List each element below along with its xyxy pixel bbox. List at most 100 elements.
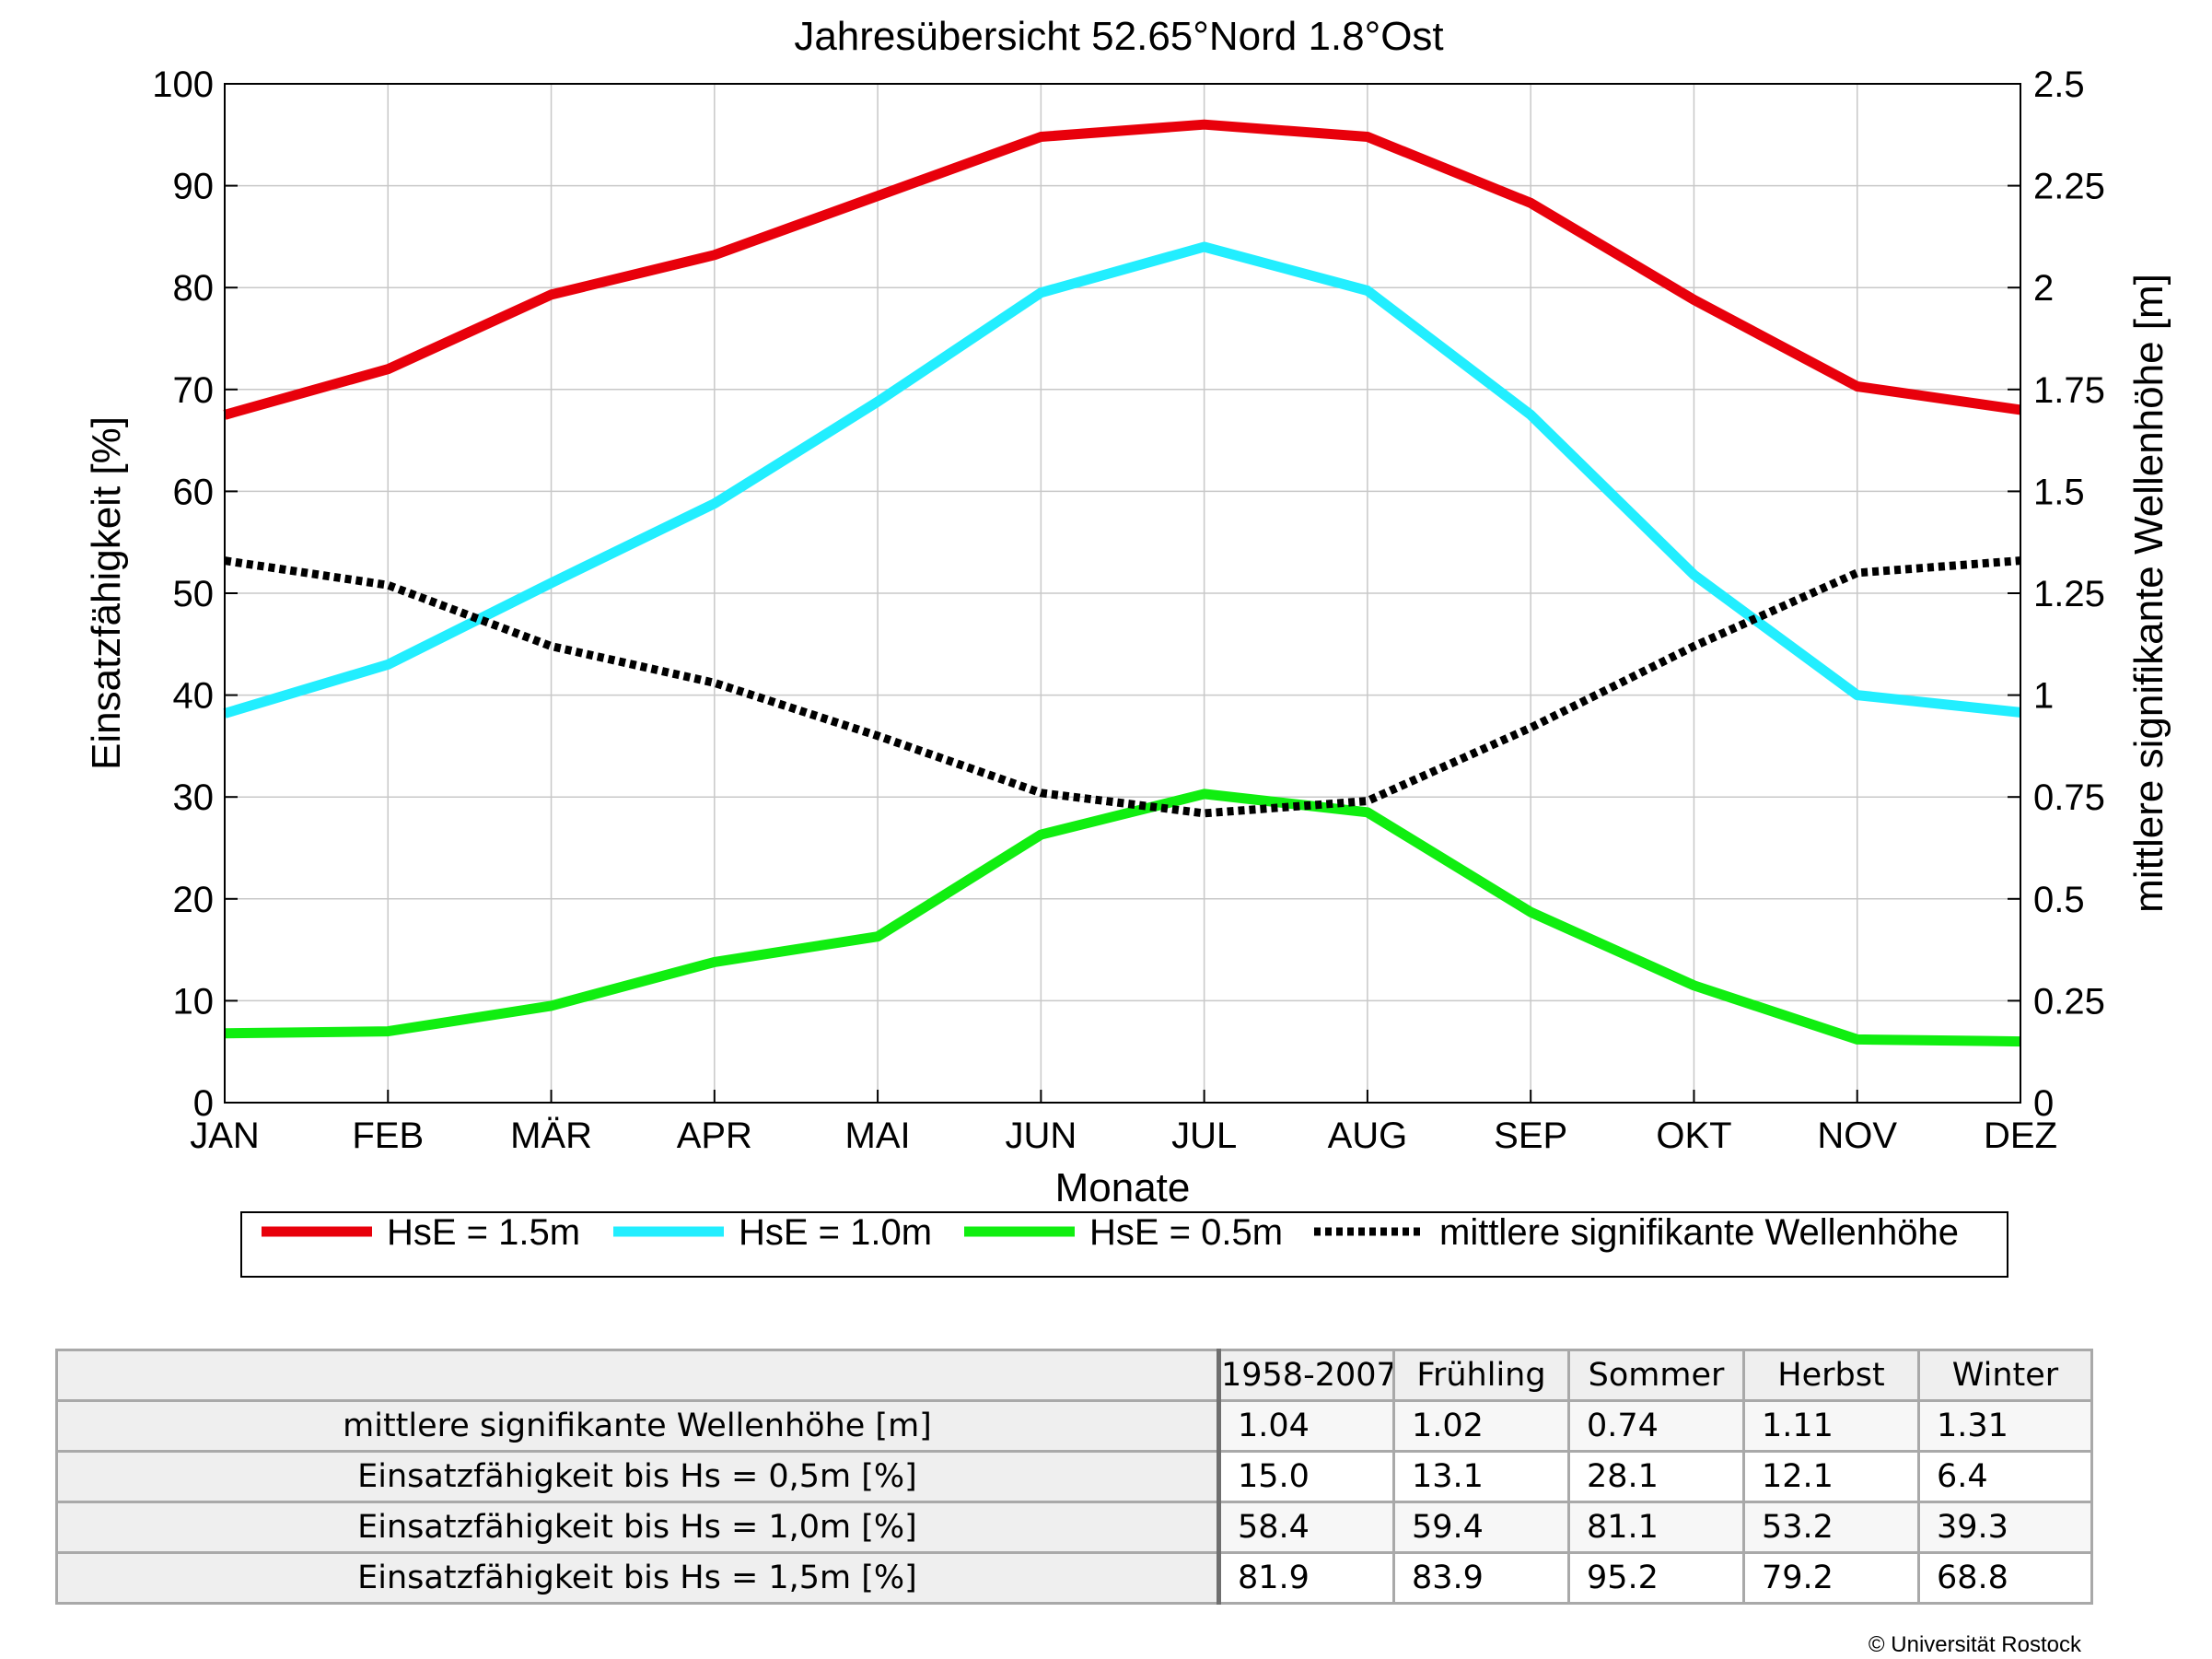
y2-tick-label: 0.5: [2033, 880, 2085, 920]
y2-tick-label: 0.25: [2033, 981, 2105, 1022]
table-cell: 81.1: [1567, 1501, 1745, 1554]
table-row: Einsatzfähigkeit bis Hs = 0,5m [%] 15.0 …: [55, 1450, 2093, 1503]
y2-tick-label: 2: [2033, 268, 2054, 309]
table-header-row: 1958-2007 Frühling Sommer Herbst Winter: [55, 1349, 2093, 1402]
y-tick-label: 50: [173, 574, 215, 614]
y2-tick-label: 0.75: [2033, 777, 2105, 818]
data-point: [1853, 1034, 1862, 1044]
y2-axis-label: mittlere signifikante Wellenhöhe [m]: [2126, 274, 2171, 913]
data-point: [1363, 133, 1372, 142]
data-point: [710, 499, 719, 508]
x-tick-label: MÄR: [510, 1116, 592, 1156]
data-point: [1853, 691, 1862, 700]
y-tick-label: 0: [193, 1083, 214, 1124]
data-point: [383, 365, 392, 374]
data-point: [1689, 570, 1698, 579]
x-tick-label: APR: [677, 1116, 752, 1156]
y-tick-label: 80: [173, 268, 215, 309]
legend-label: HsE = 0.5m: [1089, 1212, 1283, 1253]
data-point: [383, 660, 392, 669]
data-point: [383, 1027, 392, 1036]
legend: HsE = 1.5m HsE = 1.0m HsE = 0.5m mittlere s…: [240, 1211, 2008, 1278]
table-cell: 1.11: [1742, 1399, 1920, 1453]
row-label: mittlere signifikante Wellenhöhe [m]: [55, 1399, 1221, 1453]
x-tick-label: SEP: [1494, 1116, 1567, 1156]
chart: Jahresübersicht 52.65°Nord 1.8°Ost 0 010 0…: [84, 14, 2171, 1278]
series-lines: [223, 119, 2021, 1047]
table-cell: 1.04: [1217, 1399, 1395, 1453]
y-tick-label: 30: [173, 777, 215, 818]
legend-box: [240, 1211, 2008, 1278]
y-tick-label: 40: [173, 676, 215, 717]
data-point: [1200, 120, 1209, 129]
y-tick-label: 60: [173, 472, 215, 512]
table-cell: 1.31: [1917, 1399, 2093, 1453]
data-point: [1526, 410, 1535, 419]
data-point: [710, 957, 719, 966]
x-tick-label: NOV: [1817, 1116, 1897, 1156]
chart-title: Jahresübersicht 52.65°Nord 1.8°Ost: [794, 14, 1443, 59]
data-point: [1526, 198, 1535, 207]
y-tick-label: 100: [152, 64, 214, 105]
table-cell: 59.4: [1392, 1501, 1570, 1554]
data-point: [1853, 381, 1862, 391]
data-point: [873, 731, 882, 741]
row-label: Einsatzfähigkeit bis Hs = 0,5m [%]: [55, 1450, 1221, 1503]
table-row: Einsatzfähigkeit bis Hs = 1,5m [%] 81.9 …: [55, 1551, 2093, 1605]
table-cell: 0.74: [1567, 1399, 1745, 1453]
table-cell: 15.0: [1217, 1450, 1395, 1503]
y-tick-label: 90: [173, 167, 215, 207]
y-tick-label: 10: [173, 981, 215, 1022]
data-point: [1036, 133, 1045, 142]
table-column-header: Sommer: [1567, 1349, 1745, 1402]
data-point: [710, 251, 719, 260]
plot-frame: [224, 83, 2021, 1104]
table-cell: 1.02: [1392, 1399, 1570, 1453]
data-point: [1526, 907, 1535, 917]
data-point: [1036, 830, 1045, 839]
data-point: [1689, 642, 1698, 651]
data-point: [1363, 286, 1372, 296]
data-point: [383, 580, 392, 590]
data-point: [1036, 288, 1045, 298]
data-point: [710, 678, 719, 687]
data-point: [1363, 808, 1372, 817]
y-tick-label: 20: [173, 880, 215, 920]
x-tick-label: JUL: [1171, 1116, 1237, 1156]
data-point: [1853, 568, 1862, 578]
series-line-mittlere-signifikante-wellenh-he: [224, 556, 2021, 818]
data-point: [1363, 797, 1372, 806]
legend-label: HsE = 1.5m: [387, 1212, 580, 1253]
table-cell: 95.2: [1567, 1551, 1745, 1605]
data-point: [873, 397, 882, 406]
data-point: [1200, 242, 1209, 251]
y2-tick-label: 0: [2033, 1083, 2054, 1124]
table-cell: 58.4: [1217, 1501, 1395, 1554]
copyright-text: © Universität Rostock: [1868, 1632, 2081, 1657]
table-column-header: Winter: [1917, 1349, 2093, 1402]
data-point: [547, 642, 556, 651]
series-line-hse-1-0m: [223, 241, 2021, 719]
x-tick-label: AUG: [1328, 1116, 1408, 1156]
x-tick-label: JAN: [190, 1116, 260, 1156]
table-column-header: Herbst: [1742, 1349, 1920, 1402]
y2-tick-label: 1.25: [2033, 574, 2105, 614]
x-tick-label: DEZ: [1984, 1116, 2057, 1156]
x-axis-label: Monate: [1055, 1165, 1191, 1210]
table-corner-cell: [55, 1349, 1221, 1402]
y2-tick-label: 1.5: [2033, 472, 2085, 512]
legend-label: mittlere signifikante Wellenhöhe: [1439, 1212, 1959, 1253]
table-cell: 83.9: [1392, 1551, 1570, 1605]
legend-label: HsE = 1.0m: [739, 1212, 932, 1253]
x-tick-label: OKT: [1656, 1116, 1731, 1156]
axis-ticks: 0 0 10 0.25 20 0.5 30 0.75 40 1 50 1.25 60 1.5 70 1.75 8…: [152, 64, 2105, 1156]
data-point: [547, 290, 556, 299]
table-cell: 28.1: [1567, 1450, 1745, 1503]
y2-tick-label: 2.25: [2033, 167, 2105, 207]
grid: [225, 84, 2020, 1103]
y2-tick-label: 1: [2033, 676, 2054, 717]
x-tick-label: FEB: [352, 1116, 424, 1156]
table-column-header: Frühling: [1392, 1349, 1570, 1402]
table-row: mittlere signifikante Wellenhöhe [m] 1.0…: [55, 1399, 2093, 1453]
data-point: [1689, 295, 1698, 304]
